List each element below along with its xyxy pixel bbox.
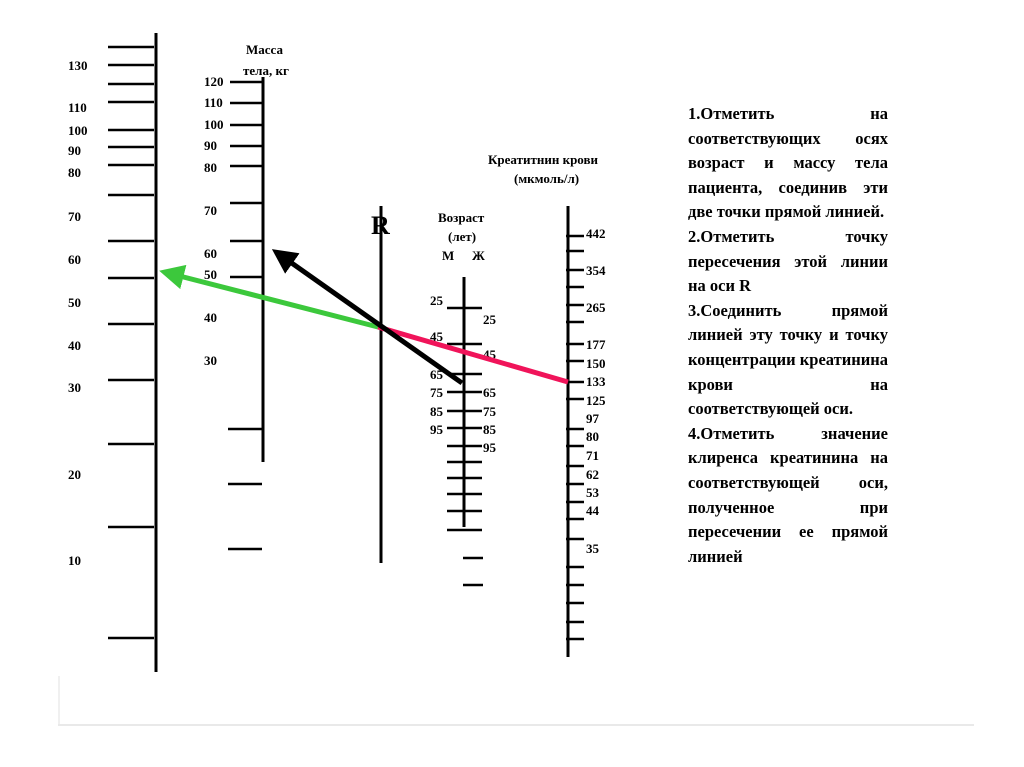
creatinine-axis: Креатитнин крови (мкмоль/л) 442 354 265 177…: [488, 152, 606, 657]
instructions-text: 1.Отметить на соответствующих осях возра…: [688, 102, 888, 569]
mass-axis-tick-label: 40: [204, 310, 217, 325]
age-axis-female-label: 75: [483, 404, 497, 419]
age-axis: Возраст (лет) М Ж 2545657585952545657585…: [430, 210, 497, 587]
age-axis-female-label: 85: [483, 422, 497, 437]
pink-connecting-line: [377, 324, 569, 385]
instruction-step-3: 3.Соединить прямой линией эту точку и то…: [688, 300, 888, 419]
age-axis-female-label: 95: [483, 440, 497, 455]
clearance-axis-tick-label: 60: [68, 252, 81, 267]
mass-axis-tick-label: 80: [204, 160, 217, 175]
clearance-axis-tick-label: 10: [68, 553, 81, 568]
creatinine-axis-tick-label: 125: [586, 393, 606, 408]
mass-axis-tick-label: 60: [204, 246, 217, 261]
creatinine-axis-tick-label: 53: [586, 485, 600, 500]
mass-axis-tick-label: 50: [204, 267, 217, 282]
mass-axis-tick-label: 90: [204, 138, 217, 153]
black-arrow: [271, 249, 464, 386]
mass-axis-tick-label: 100: [204, 117, 224, 132]
mass-axis-tick-label: 30: [204, 353, 217, 368]
age-axis-male-label: М: [442, 248, 454, 263]
creatinine-axis-tick-label: 97: [586, 411, 600, 426]
clearance-axis: 130 110 100 90 80 70 60 50 40 30 20 10: [68, 33, 158, 672]
mass-axis-title-line2: тела, кг: [243, 63, 289, 78]
clearance-axis-tick-label: 110: [68, 100, 87, 115]
clearance-axis-tick-label: 100: [68, 123, 88, 138]
clearance-axis-tick-label: 70: [68, 209, 81, 224]
creatinine-axis-tick-label: 62: [586, 467, 599, 482]
clearance-axis-tick-label: 50: [68, 295, 81, 310]
mass-axis: Масса тела, кг 120 110 100 90 80 70 60 50 40 30: [204, 42, 289, 551]
age-axis-female-label: Ж: [472, 248, 485, 263]
creatinine-axis-tick-label: 354: [586, 263, 606, 278]
creatinine-axis-tick-label: 133: [586, 374, 606, 389]
clearance-axis-tick-label: 30: [68, 380, 81, 395]
creatinine-axis-tick-label: 71: [586, 448, 599, 463]
mass-axis-tick-label: 70: [204, 203, 217, 218]
mass-axis-title-line1: Масса: [246, 42, 283, 57]
age-axis-male-label: 85: [430, 404, 444, 419]
mass-axis-tick-label: 120: [204, 74, 224, 89]
creatinine-axis-title-line1: Креатитнин крови: [488, 152, 598, 167]
clearance-axis-tick-label: 130: [68, 58, 88, 73]
age-axis-title-line1: Возраст: [438, 210, 485, 225]
r-axis: R: [371, 206, 390, 563]
creatinine-axis-tick-label: 177: [586, 337, 606, 352]
instruction-step-1: 1.Отметить на соответствующих осях возра…: [688, 104, 888, 222]
age-axis-male-label: 25: [430, 293, 444, 308]
age-axis-male-label: 75: [430, 385, 444, 400]
clearance-axis-tick-label: 40: [68, 338, 81, 353]
creatinine-axis-tick-label: 265: [586, 300, 606, 315]
slide-bottom-border: [58, 724, 974, 726]
age-axis-male-label: 65: [430, 367, 444, 382]
instruction-step-2: 2.Отметить точку пересечения этой линии …: [688, 226, 888, 296]
creatinine-axis-tick-label: 150: [586, 356, 606, 371]
clearance-axis-tick-label: 20: [68, 467, 81, 482]
age-axis-female-label: 65: [483, 385, 497, 400]
r-axis-label: R: [371, 211, 390, 240]
instruction-step-4: 4.Отметить значение клиренса креатинина …: [688, 423, 888, 566]
mass-axis-tick-label: 110: [204, 95, 223, 110]
slide-left-border: [58, 676, 60, 724]
age-axis-male-label: 45: [430, 329, 444, 344]
age-axis-female-label: 25: [483, 312, 497, 327]
age-axis-male-label: 95: [430, 422, 444, 437]
clearance-axis-tick-label: 80: [68, 165, 81, 180]
green-arrow: [159, 264, 379, 330]
creatinine-axis-tick-label: 44: [586, 503, 600, 518]
creatinine-axis-tick-label: 35: [586, 541, 600, 556]
clearance-axis-tick-label: 90: [68, 143, 81, 158]
age-axis-title-line2: (лет): [448, 229, 476, 244]
creatinine-axis-tick-label: 80: [586, 429, 599, 444]
creatinine-axis-title-line2: (мкмоль/л): [514, 171, 579, 186]
creatinine-axis-tick-label: 442: [586, 226, 606, 241]
